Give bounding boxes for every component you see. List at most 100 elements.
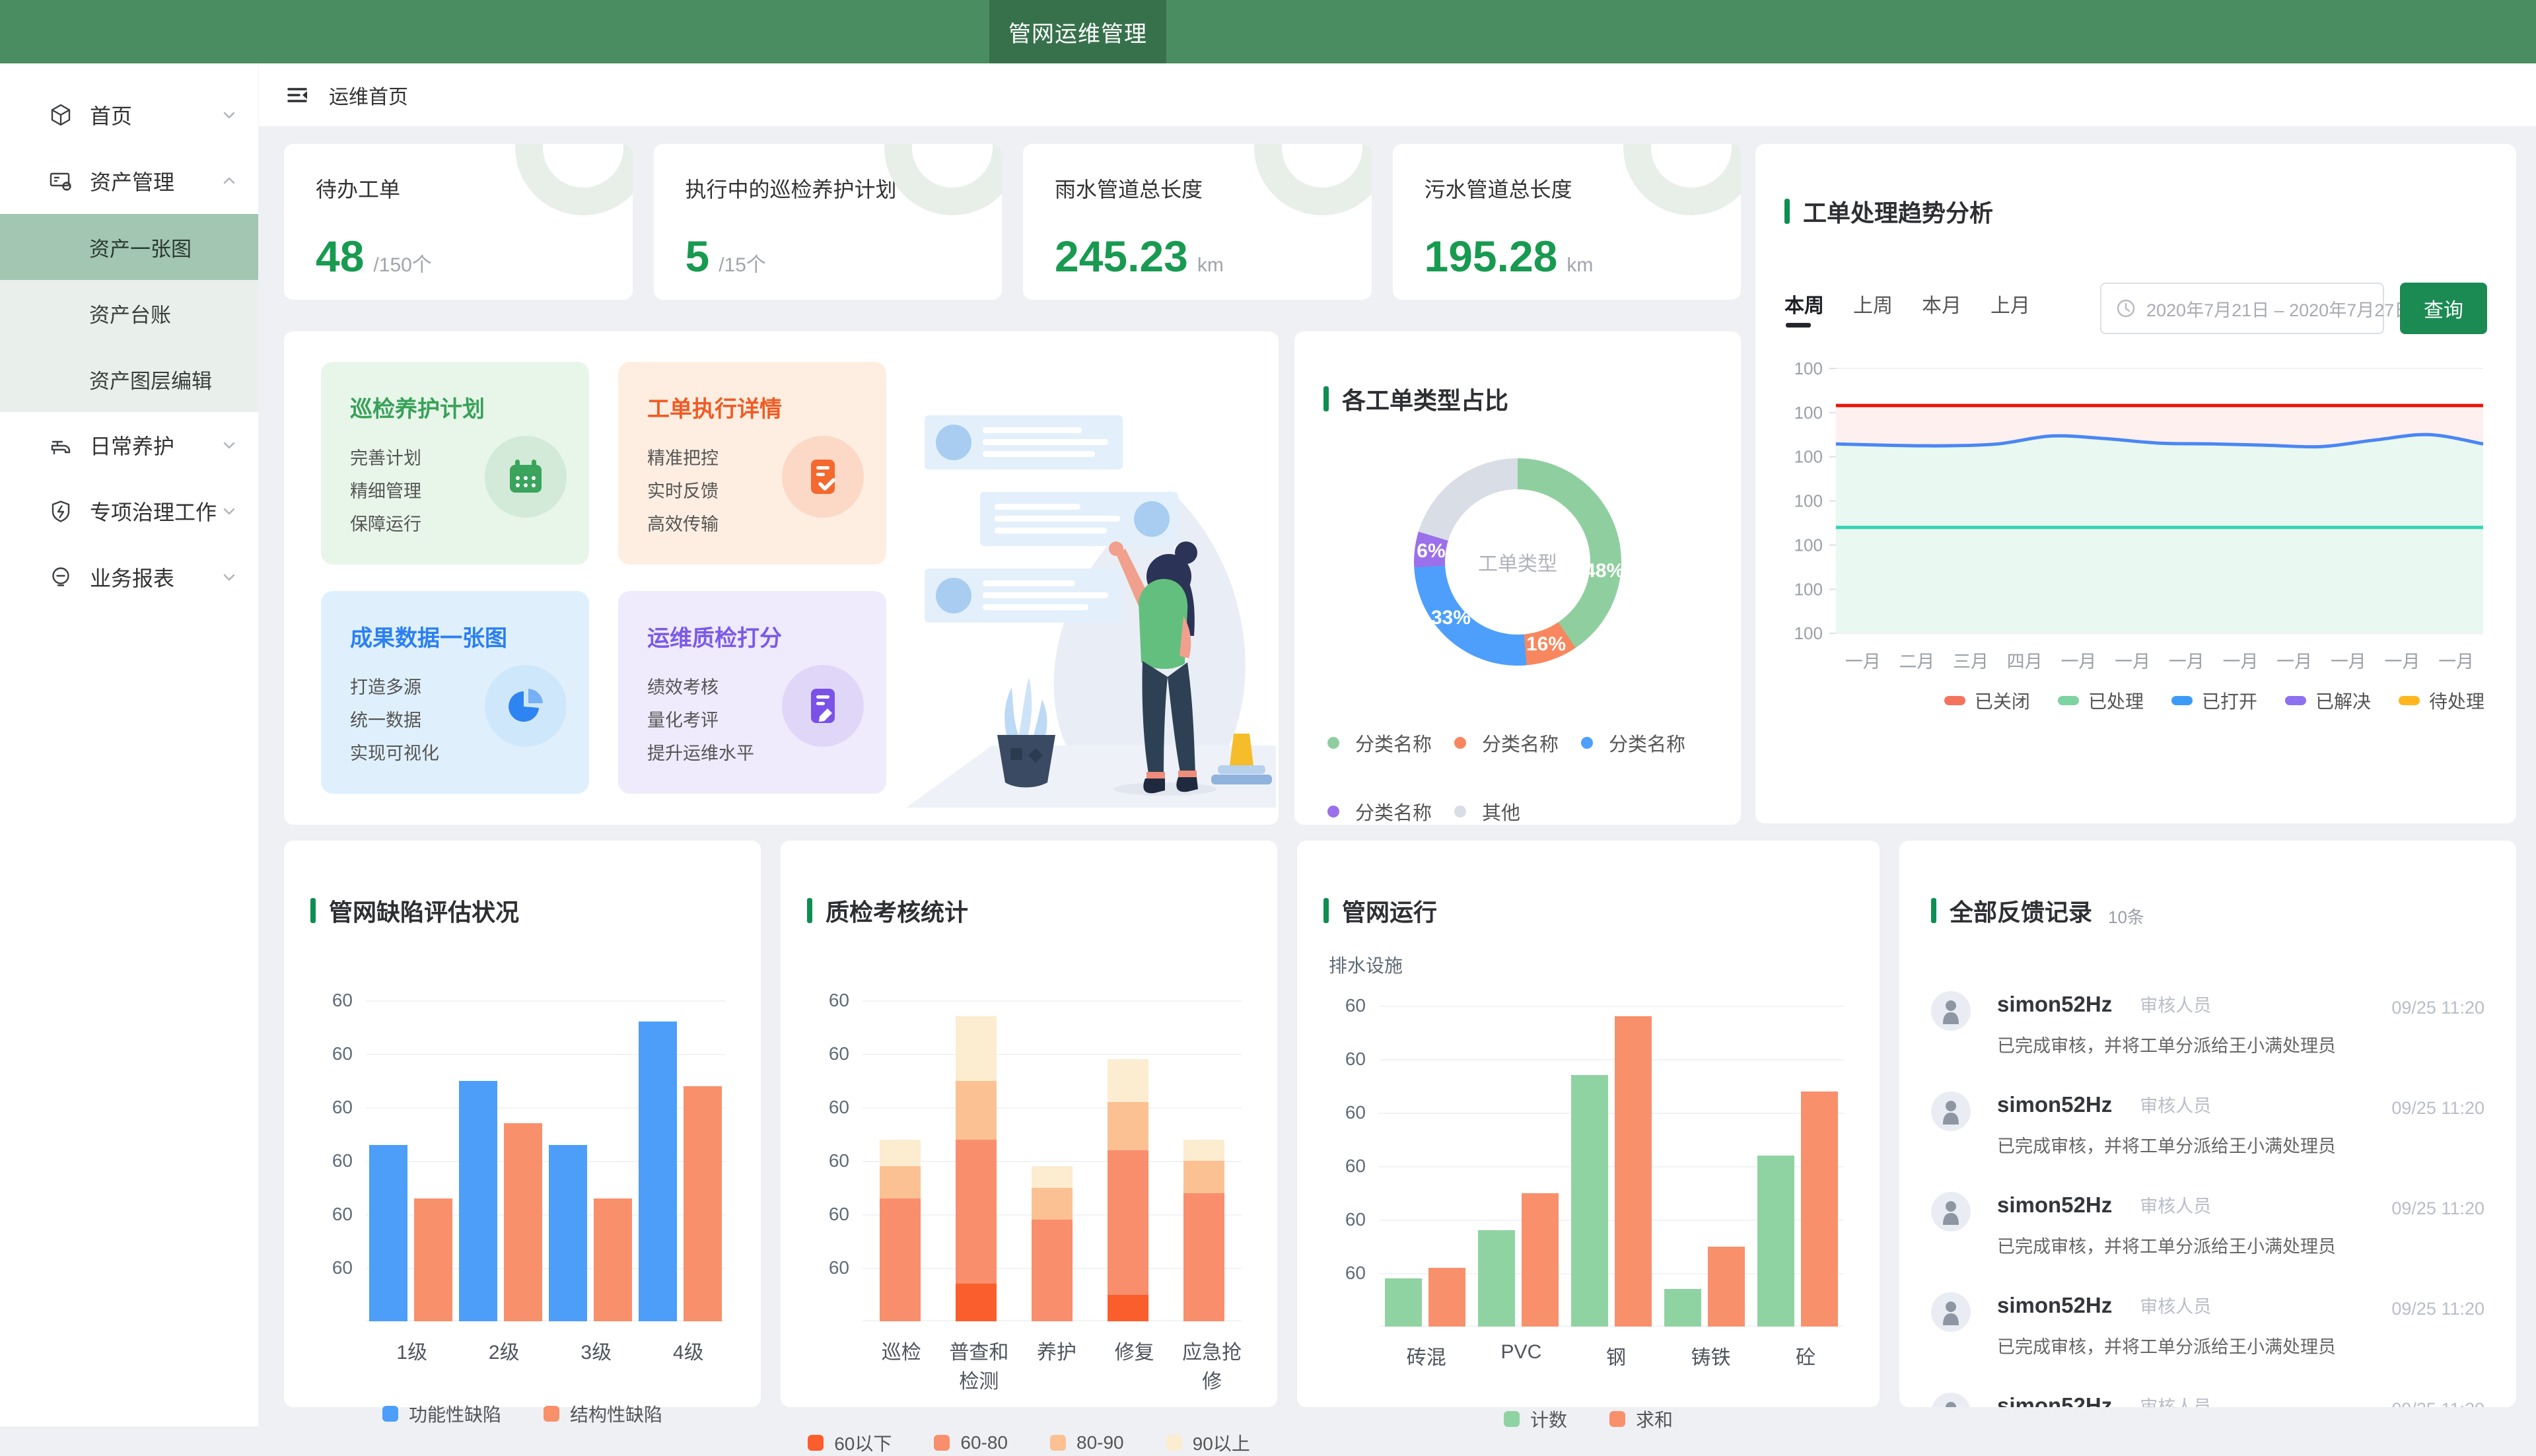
date-range-picker[interactable]: 2020年7月21日 – 2020年7月27日 <box>2100 283 2436 334</box>
stat-title: 污水管道总长度 <box>1424 178 1572 201</box>
sidebar-item-1[interactable]: 首页 <box>0 82 258 148</box>
legend-dot <box>1327 806 1339 817</box>
bar-segment <box>880 1139 921 1167</box>
legend-item: 分类名称 <box>1327 798 1454 825</box>
y-tick-label: 60 <box>332 990 353 1010</box>
stat-suffix: /150个 <box>373 254 432 276</box>
bar-groups <box>1379 1006 1844 1327</box>
feedback-user-role: 审核人员 <box>2140 1196 2212 1216</box>
stat-suffix: /15个 <box>719 254 766 276</box>
bar-group <box>639 1000 722 1321</box>
bar-segment <box>1183 1193 1224 1321</box>
legend-marker <box>1944 696 1965 706</box>
legend-dot <box>1327 737 1339 749</box>
avatar <box>1931 1092 1971 1131</box>
x-category-label: 1级 <box>396 1342 428 1364</box>
chevron-down-icon <box>220 436 238 454</box>
sidebar-subitem[interactable]: 资产一张图 <box>0 214 258 280</box>
sidebar-item-label: 首页 <box>90 104 133 128</box>
bar-group <box>1385 1006 1466 1327</box>
gridline <box>366 1054 725 1055</box>
feature-card[interactable]: 巡检养护计划 完善计划 精细管理 保障运行 <box>321 362 589 565</box>
feature-description: 完善计划 精细管理 保障运行 <box>350 448 421 534</box>
y-tick-label: 60 <box>332 1097 353 1117</box>
title-accent-bar <box>807 898 812 923</box>
feature-cards-grid: 巡检养护计划 完善计划 精细管理 保障运行 工单执行详情 精准把控 实时反馈 高效传输 成果数据… <box>321 362 1279 794</box>
sidebar-item-label: 专项治理工作 <box>90 501 217 524</box>
feature-card[interactable]: 成果数据一张图 打造多源 统一数据 实现可视化 <box>321 591 589 794</box>
chart-legend: 60以下 60-80 80-90 90以上 <box>807 1430 1251 1456</box>
svg-text:100: 100 <box>1794 360 1823 378</box>
gridline <box>1379 1059 1844 1060</box>
y-tick-label: 60 <box>828 1043 849 1064</box>
score-doc-icon <box>782 665 864 747</box>
pie-icon <box>485 665 567 747</box>
sidebar-subitem[interactable]: 资产图层编辑 <box>89 369 212 393</box>
gridline <box>1379 1006 1844 1007</box>
panel-title: 管网运行 <box>1342 899 1438 926</box>
title-accent-bar <box>1323 898 1329 923</box>
app-header: 管网运维管理 <box>0 0 2536 63</box>
x-category-label: 普查和检测 <box>949 1342 1009 1393</box>
svg-text:一月: 一月 <box>2331 652 2366 672</box>
quality-panel: 质检考核统计 60 60 60 60 60 60 巡检 普查和检测 养护 修复 应急抢修 60以下 60… <box>781 841 1277 1454</box>
sidebar-subitem[interactable]: 资产台账 <box>89 303 171 327</box>
feature-card[interactable]: 运维质检打分 绩效考核 量化考评 提升运维水平 <box>618 591 886 794</box>
trend-tab[interactable]: 本月 <box>1922 295 1961 317</box>
legend-item: 功能性缺陷 <box>382 1401 501 1427</box>
trend-tab[interactable]: 本周 <box>1784 289 1824 328</box>
y-tick-label: 60 <box>332 1257 353 1278</box>
feature-card[interactable]: 工单执行详情 精准把控 实时反馈 高效传输 <box>618 362 886 565</box>
gridline <box>366 1214 725 1216</box>
query-button[interactable]: 查询 <box>2400 283 2487 334</box>
legend-marker <box>544 1406 559 1422</box>
bar-group <box>1031 1000 1073 1321</box>
title-accent-bar <box>1784 199 1790 224</box>
legend-item: 分类名称 <box>1581 729 1708 757</box>
bar-segment <box>1031 1166 1073 1188</box>
gridline <box>1379 1220 1844 1221</box>
sidebar-item-4[interactable]: 专项治理工作 <box>0 478 258 544</box>
legend-marker <box>2171 696 2193 706</box>
stacked-bar <box>956 1016 997 1321</box>
y-tick-label: 60 <box>1345 1209 1366 1230</box>
faucet-icon <box>46 431 75 460</box>
legend-label: 结构性缺陷 <box>570 1404 663 1425</box>
legend-label: 已处理 <box>2088 691 2144 712</box>
bar-group <box>459 1000 542 1321</box>
legend-item: 已关闭 <box>1944 687 2030 714</box>
app-title-tab[interactable]: 管网运维管理 <box>989 0 1166 63</box>
collapse-sidebar-icon[interactable] <box>284 82 310 108</box>
stat-cards-row: 待办工单 48/150个 执行中的巡检养护计划 5/15个 雨水管道总长度 245.23 k… <box>284 144 1741 300</box>
svg-text:100: 100 <box>1794 493 1823 511</box>
gridline <box>366 1107 725 1109</box>
feedback-user-name: simon52Hz <box>1997 992 2113 1016</box>
legend-dot <box>1581 737 1593 749</box>
sidebar-item-label: 日常养护 <box>90 434 175 458</box>
gridline <box>1379 1113 1844 1114</box>
sidebar-item-5[interactable]: 业务报表 <box>0 544 258 610</box>
bar <box>684 1086 722 1321</box>
feedback-user-name: simon52Hz <box>1997 1092 2113 1117</box>
donut-slice-label: 6% <box>1417 539 1446 562</box>
feedback-message: 已完成审核，并将工单分派给王小满处理员 <box>1997 1136 2336 1156</box>
card-ring-decoration <box>514 144 633 215</box>
sidebar-item-3[interactable]: 日常养护 <box>0 412 258 478</box>
trend-tab[interactable]: 上月 <box>1990 295 2030 317</box>
sidebar-item-2[interactable]: 资产管理 <box>0 148 258 214</box>
x-category-label: 4级 <box>672 1342 704 1364</box>
bar <box>1664 1289 1701 1327</box>
y-tick-label: 60 <box>332 1043 353 1064</box>
trend-tab[interactable]: 上周 <box>1853 295 1893 317</box>
y-tick-label: 60 <box>828 1257 849 1278</box>
feedback-time: 09/25 11:20 <box>2391 1299 2484 1319</box>
x-category-label: 2级 <box>488 1342 520 1364</box>
feedback-count-badge: 10条 <box>2108 907 2144 927</box>
donut-center-label: 工单类型 <box>1445 489 1590 635</box>
y-tick-label: 60 <box>828 990 849 1010</box>
